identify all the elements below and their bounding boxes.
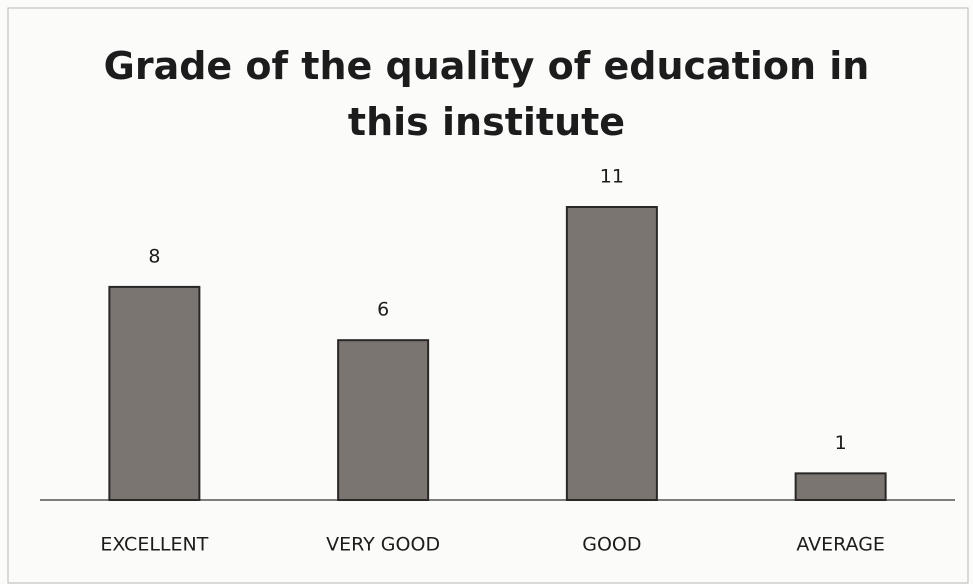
- x-tick-label: VERY GOOD: [326, 534, 440, 556]
- x-tick-label: EXCELLENT: [100, 534, 208, 556]
- x-tick-label: GOOD: [582, 534, 641, 556]
- data-label: 8: [148, 245, 160, 267]
- bar: [565, 206, 658, 501]
- data-label: 1: [835, 432, 847, 454]
- chart-title: Grade of the quality of education in thi…: [103, 44, 870, 144]
- bar: [337, 339, 430, 501]
- chart-border: [7, 7, 969, 584]
- bar: [108, 285, 201, 501]
- bar: [794, 472, 887, 502]
- data-label: 6: [377, 299, 389, 321]
- x-tick-label: AVERAGE: [796, 534, 885, 556]
- data-label: 11: [600, 166, 624, 188]
